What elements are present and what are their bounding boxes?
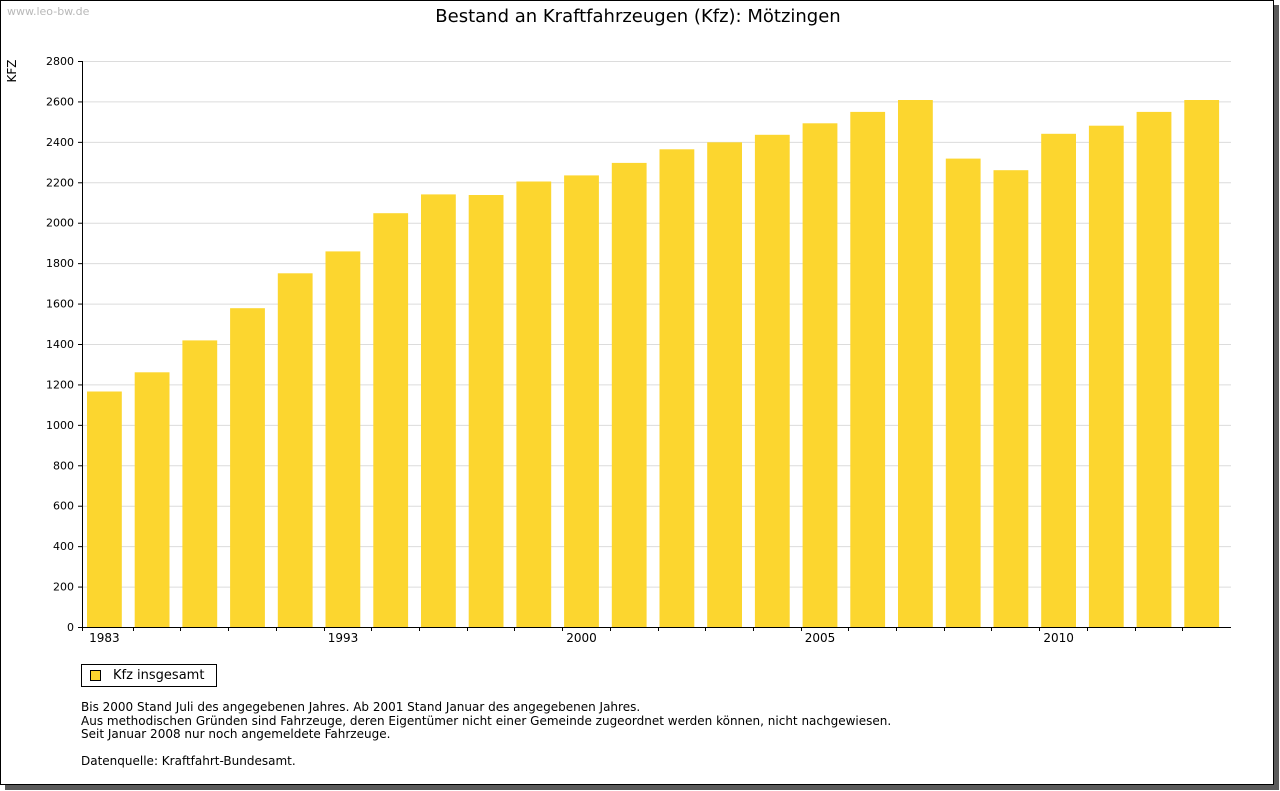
bar <box>516 181 552 627</box>
y-tick-label: 0 <box>67 621 74 634</box>
y-tick-labels: 0 200 400 600 800 1000 1200 1400 1600 1800 2000 220… <box>46 55 74 634</box>
legend-label: Kfz insgesamt <box>113 668 205 683</box>
bar <box>754 134 790 628</box>
bar <box>373 213 409 627</box>
bar <box>1088 125 1124 627</box>
bars <box>87 100 1220 628</box>
y-tick-label: 2800 <box>46 55 74 68</box>
y-tick-label: 600 <box>53 500 74 513</box>
watermark: www.leo-bw.de <box>7 5 90 18</box>
bar <box>325 251 361 627</box>
legend: Kfz insgesamt <box>81 664 217 687</box>
y-tick-label: 1800 <box>46 257 74 270</box>
legend-swatch <box>90 670 101 681</box>
bar <box>850 111 886 627</box>
bar <box>611 162 647 627</box>
bar <box>707 142 742 628</box>
y-axis-label: KFZ <box>5 60 19 83</box>
y-tick-label: 200 <box>53 581 74 594</box>
bar <box>421 194 456 627</box>
bar <box>993 170 1029 627</box>
axes <box>78 61 1231 631</box>
bar <box>802 123 838 628</box>
footnote-line: Aus methodischen Gründen sind Fahrzeuge,… <box>81 713 892 728</box>
data-source: Datenquelle: Kraftfahrt-Bundesamt. <box>81 753 296 768</box>
y-tick-label: 1400 <box>46 338 74 351</box>
y-tick-label: 1200 <box>46 378 74 391</box>
footnotes: Bis 2000 Stand Juli des angegebenen Jahr… <box>81 700 892 768</box>
chart-title: Bestand an Kraftfahrzeugen (Kfz): Mötzin… <box>435 6 840 27</box>
footnote-line: Bis 2000 Stand Juli des angegebenen Jahr… <box>81 700 641 714</box>
bar <box>564 175 599 627</box>
bar <box>1041 133 1076 628</box>
bar <box>898 100 933 627</box>
bar <box>1136 111 1172 627</box>
bar <box>277 273 313 628</box>
bar <box>87 391 122 627</box>
x-tick-label: 1983 <box>89 631 120 645</box>
footnote-line: Seit Januar 2008 nur noch angemeldete Fa… <box>81 727 391 741</box>
gridlines <box>82 61 1231 588</box>
bar <box>659 149 695 628</box>
y-tick-label: 400 <box>53 540 74 553</box>
x-tick-label: 1993 <box>328 631 359 645</box>
x-tick-label: 2005 <box>805 631 836 645</box>
y-tick-label: 2400 <box>46 136 74 149</box>
y-tick-label: 1000 <box>46 419 74 432</box>
y-tick-label: 800 <box>53 459 74 472</box>
y-tick-label: 2200 <box>46 176 74 189</box>
y-tick-label: 2600 <box>46 95 74 108</box>
bar <box>230 308 265 627</box>
x-tick-label: 2010 <box>1043 631 1074 645</box>
y-tick-label: 1600 <box>46 298 74 311</box>
y-tick-label: 2000 <box>46 217 74 230</box>
bar <box>945 158 981 627</box>
bar <box>182 340 218 627</box>
x-tick-labels: 1983 1993 2000 2005 2010 <box>89 631 1074 645</box>
bar <box>468 195 504 627</box>
bar <box>1184 100 1220 627</box>
x-tick-label: 2000 <box>566 631 597 645</box>
bar <box>134 372 170 627</box>
